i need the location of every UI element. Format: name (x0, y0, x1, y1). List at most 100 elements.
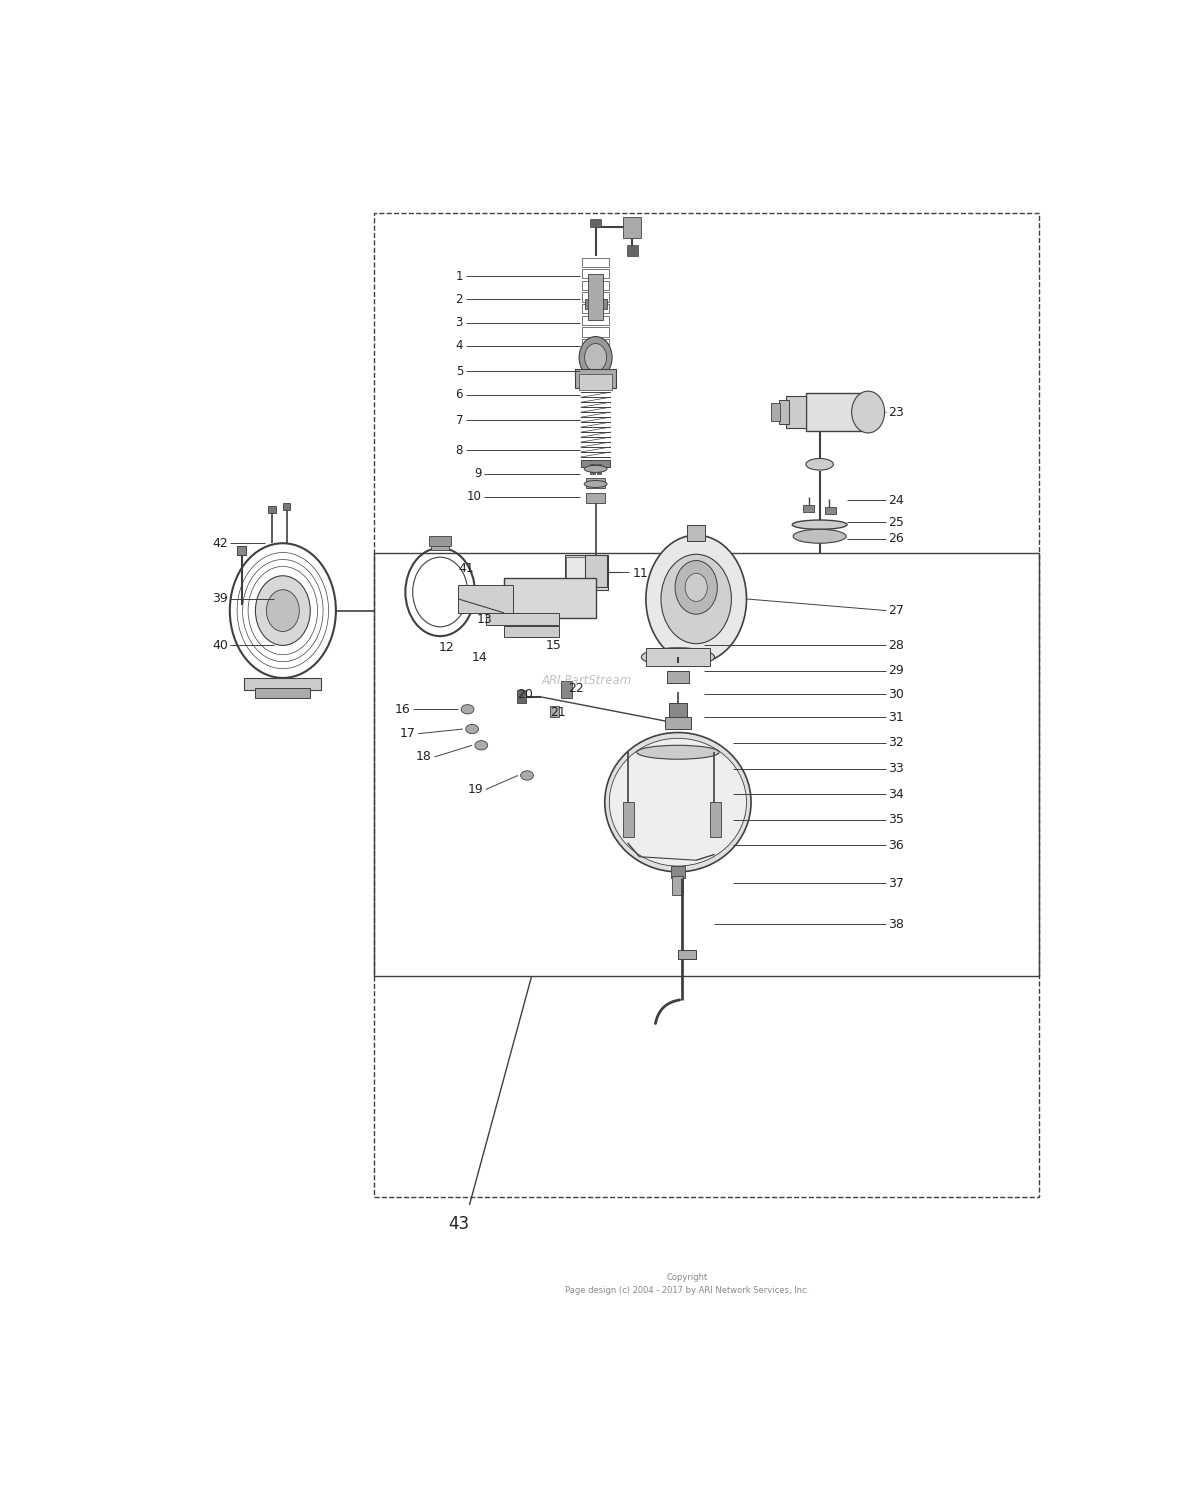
Text: 43: 43 (448, 1214, 468, 1232)
Bar (582, 280, 609, 290)
Text: 21: 21 (550, 706, 565, 719)
Text: 25: 25 (889, 516, 904, 529)
Text: 11: 11 (632, 567, 648, 581)
Bar (710, 802, 721, 837)
Text: 8: 8 (455, 443, 463, 457)
Text: 15: 15 (545, 639, 562, 651)
Bar (582, 305, 609, 314)
Text: 16: 16 (394, 703, 409, 716)
Text: 22: 22 (569, 682, 584, 695)
Bar (623, 217, 641, 238)
Bar (786, 395, 806, 428)
Ellipse shape (806, 458, 833, 470)
Text: 30: 30 (889, 688, 904, 701)
Ellipse shape (466, 724, 479, 734)
Bar (584, 555, 607, 587)
Bar (582, 258, 609, 267)
Text: 37: 37 (889, 878, 904, 890)
Bar (667, 671, 689, 683)
Bar (374, 552, 1040, 976)
Bar (582, 315, 609, 324)
Ellipse shape (641, 648, 715, 667)
Text: 3: 3 (455, 317, 463, 329)
Text: 12: 12 (438, 641, 454, 654)
Text: 19: 19 (467, 783, 483, 796)
Bar (579, 374, 612, 391)
Bar (584, 300, 607, 309)
Text: Copyright
Page design (c) 2004 - 2017 by ARI Network Services, Inc.: Copyright Page design (c) 2004 - 2017 by… (565, 1273, 809, 1295)
Text: 38: 38 (889, 917, 904, 930)
Text: ARI PartStream: ARI PartStream (542, 674, 631, 686)
Text: 33: 33 (889, 762, 904, 775)
Text: 10: 10 (466, 490, 481, 504)
Text: 39: 39 (212, 593, 228, 606)
Bar (666, 718, 690, 728)
Text: 34: 34 (889, 787, 904, 801)
Circle shape (852, 391, 885, 433)
Bar (431, 543, 450, 550)
Bar (627, 244, 637, 256)
Circle shape (675, 561, 717, 614)
Bar (576, 369, 616, 388)
Text: 14: 14 (472, 650, 487, 664)
Bar (458, 585, 513, 612)
Bar (687, 525, 706, 541)
Circle shape (267, 590, 300, 632)
Bar (566, 556, 607, 587)
Bar (268, 507, 276, 513)
Bar (772, 403, 780, 421)
Ellipse shape (584, 481, 607, 487)
Bar (560, 682, 572, 698)
Bar (590, 464, 595, 474)
Ellipse shape (792, 520, 847, 529)
Bar (589, 274, 603, 320)
Text: 20: 20 (517, 688, 533, 701)
Text: 2: 2 (455, 293, 463, 306)
Bar (825, 507, 837, 514)
Bar (673, 876, 683, 896)
Bar (582, 327, 609, 336)
Bar (597, 464, 601, 474)
Text: 40: 40 (212, 639, 228, 651)
Text: 9: 9 (474, 467, 481, 480)
Bar (255, 688, 310, 698)
Ellipse shape (657, 736, 699, 745)
Bar (582, 350, 609, 360)
Bar (590, 219, 601, 228)
Ellipse shape (584, 466, 607, 472)
Circle shape (255, 576, 310, 645)
Text: 24: 24 (889, 493, 904, 507)
Text: 4: 4 (455, 339, 463, 353)
Ellipse shape (793, 529, 846, 543)
Ellipse shape (637, 745, 719, 759)
Bar (779, 401, 789, 424)
Bar (804, 505, 814, 511)
Bar (586, 478, 604, 487)
Circle shape (686, 573, 707, 602)
Bar (670, 866, 686, 878)
Text: 5: 5 (455, 365, 463, 379)
Text: 27: 27 (889, 605, 904, 617)
Bar (582, 374, 609, 383)
Bar (374, 214, 1040, 1197)
Ellipse shape (604, 733, 750, 872)
Bar (237, 546, 247, 555)
Bar (669, 703, 687, 718)
Text: 23: 23 (889, 406, 904, 419)
Text: 29: 29 (889, 665, 904, 677)
Bar (586, 493, 604, 502)
Circle shape (579, 336, 612, 379)
Text: 42: 42 (212, 537, 228, 550)
Text: 7: 7 (455, 413, 463, 427)
Bar (504, 578, 596, 618)
Bar (244, 679, 321, 689)
Text: 17: 17 (400, 727, 415, 740)
Ellipse shape (474, 740, 487, 749)
Bar (582, 293, 609, 302)
Bar (564, 555, 609, 590)
Bar (582, 270, 609, 279)
Text: 35: 35 (889, 813, 904, 826)
Text: 36: 36 (889, 838, 904, 852)
Bar (550, 706, 559, 718)
Text: 31: 31 (889, 710, 904, 724)
